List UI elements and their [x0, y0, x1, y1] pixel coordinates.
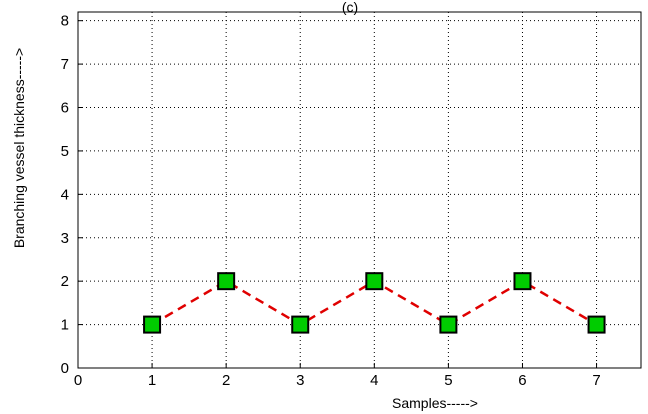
series-group: [143, 272, 606, 334]
y-tick-label: 6: [61, 100, 69, 117]
x-tick-label: 5: [444, 372, 452, 389]
y-tick-label: 3: [61, 230, 69, 247]
x-axis-label: Samples----->: [392, 395, 478, 411]
data-point-marker: [365, 272, 384, 291]
y-tick-label: 1: [61, 317, 69, 334]
y-tick-label: 0: [61, 360, 69, 377]
y-axis-label: Branching vessel thickness----->: [11, 48, 27, 248]
chart-title: (c): [342, 0, 358, 15]
y-tick-label: 7: [61, 56, 69, 73]
plot-area: [77, 11, 642, 369]
data-point-marker: [439, 315, 458, 334]
x-tick-label: 7: [592, 372, 600, 389]
x-tick-label: 3: [296, 372, 304, 389]
x-tick-label: 1: [148, 372, 156, 389]
x-tick-label: 4: [370, 372, 378, 389]
data-point-marker: [217, 272, 236, 291]
y-tick-label: 8: [61, 13, 69, 30]
data-point-marker: [513, 272, 532, 291]
grid: [78, 12, 641, 368]
x-tick-label: 2: [222, 372, 230, 389]
y-tick-label: 2: [61, 273, 69, 290]
data-point-marker: [291, 315, 310, 334]
data-point-marker: [143, 315, 162, 334]
x-tick-label: 0: [74, 372, 82, 389]
y-tick-label: 5: [61, 143, 69, 160]
x-tick-label: 6: [518, 372, 526, 389]
data-point-marker: [587, 315, 606, 334]
y-tick-label: 4: [61, 186, 69, 203]
axis-ticks: 0 1 2 3 4 5 6 7 0 1 2 3 4 5 6 7 8: [61, 13, 601, 389]
